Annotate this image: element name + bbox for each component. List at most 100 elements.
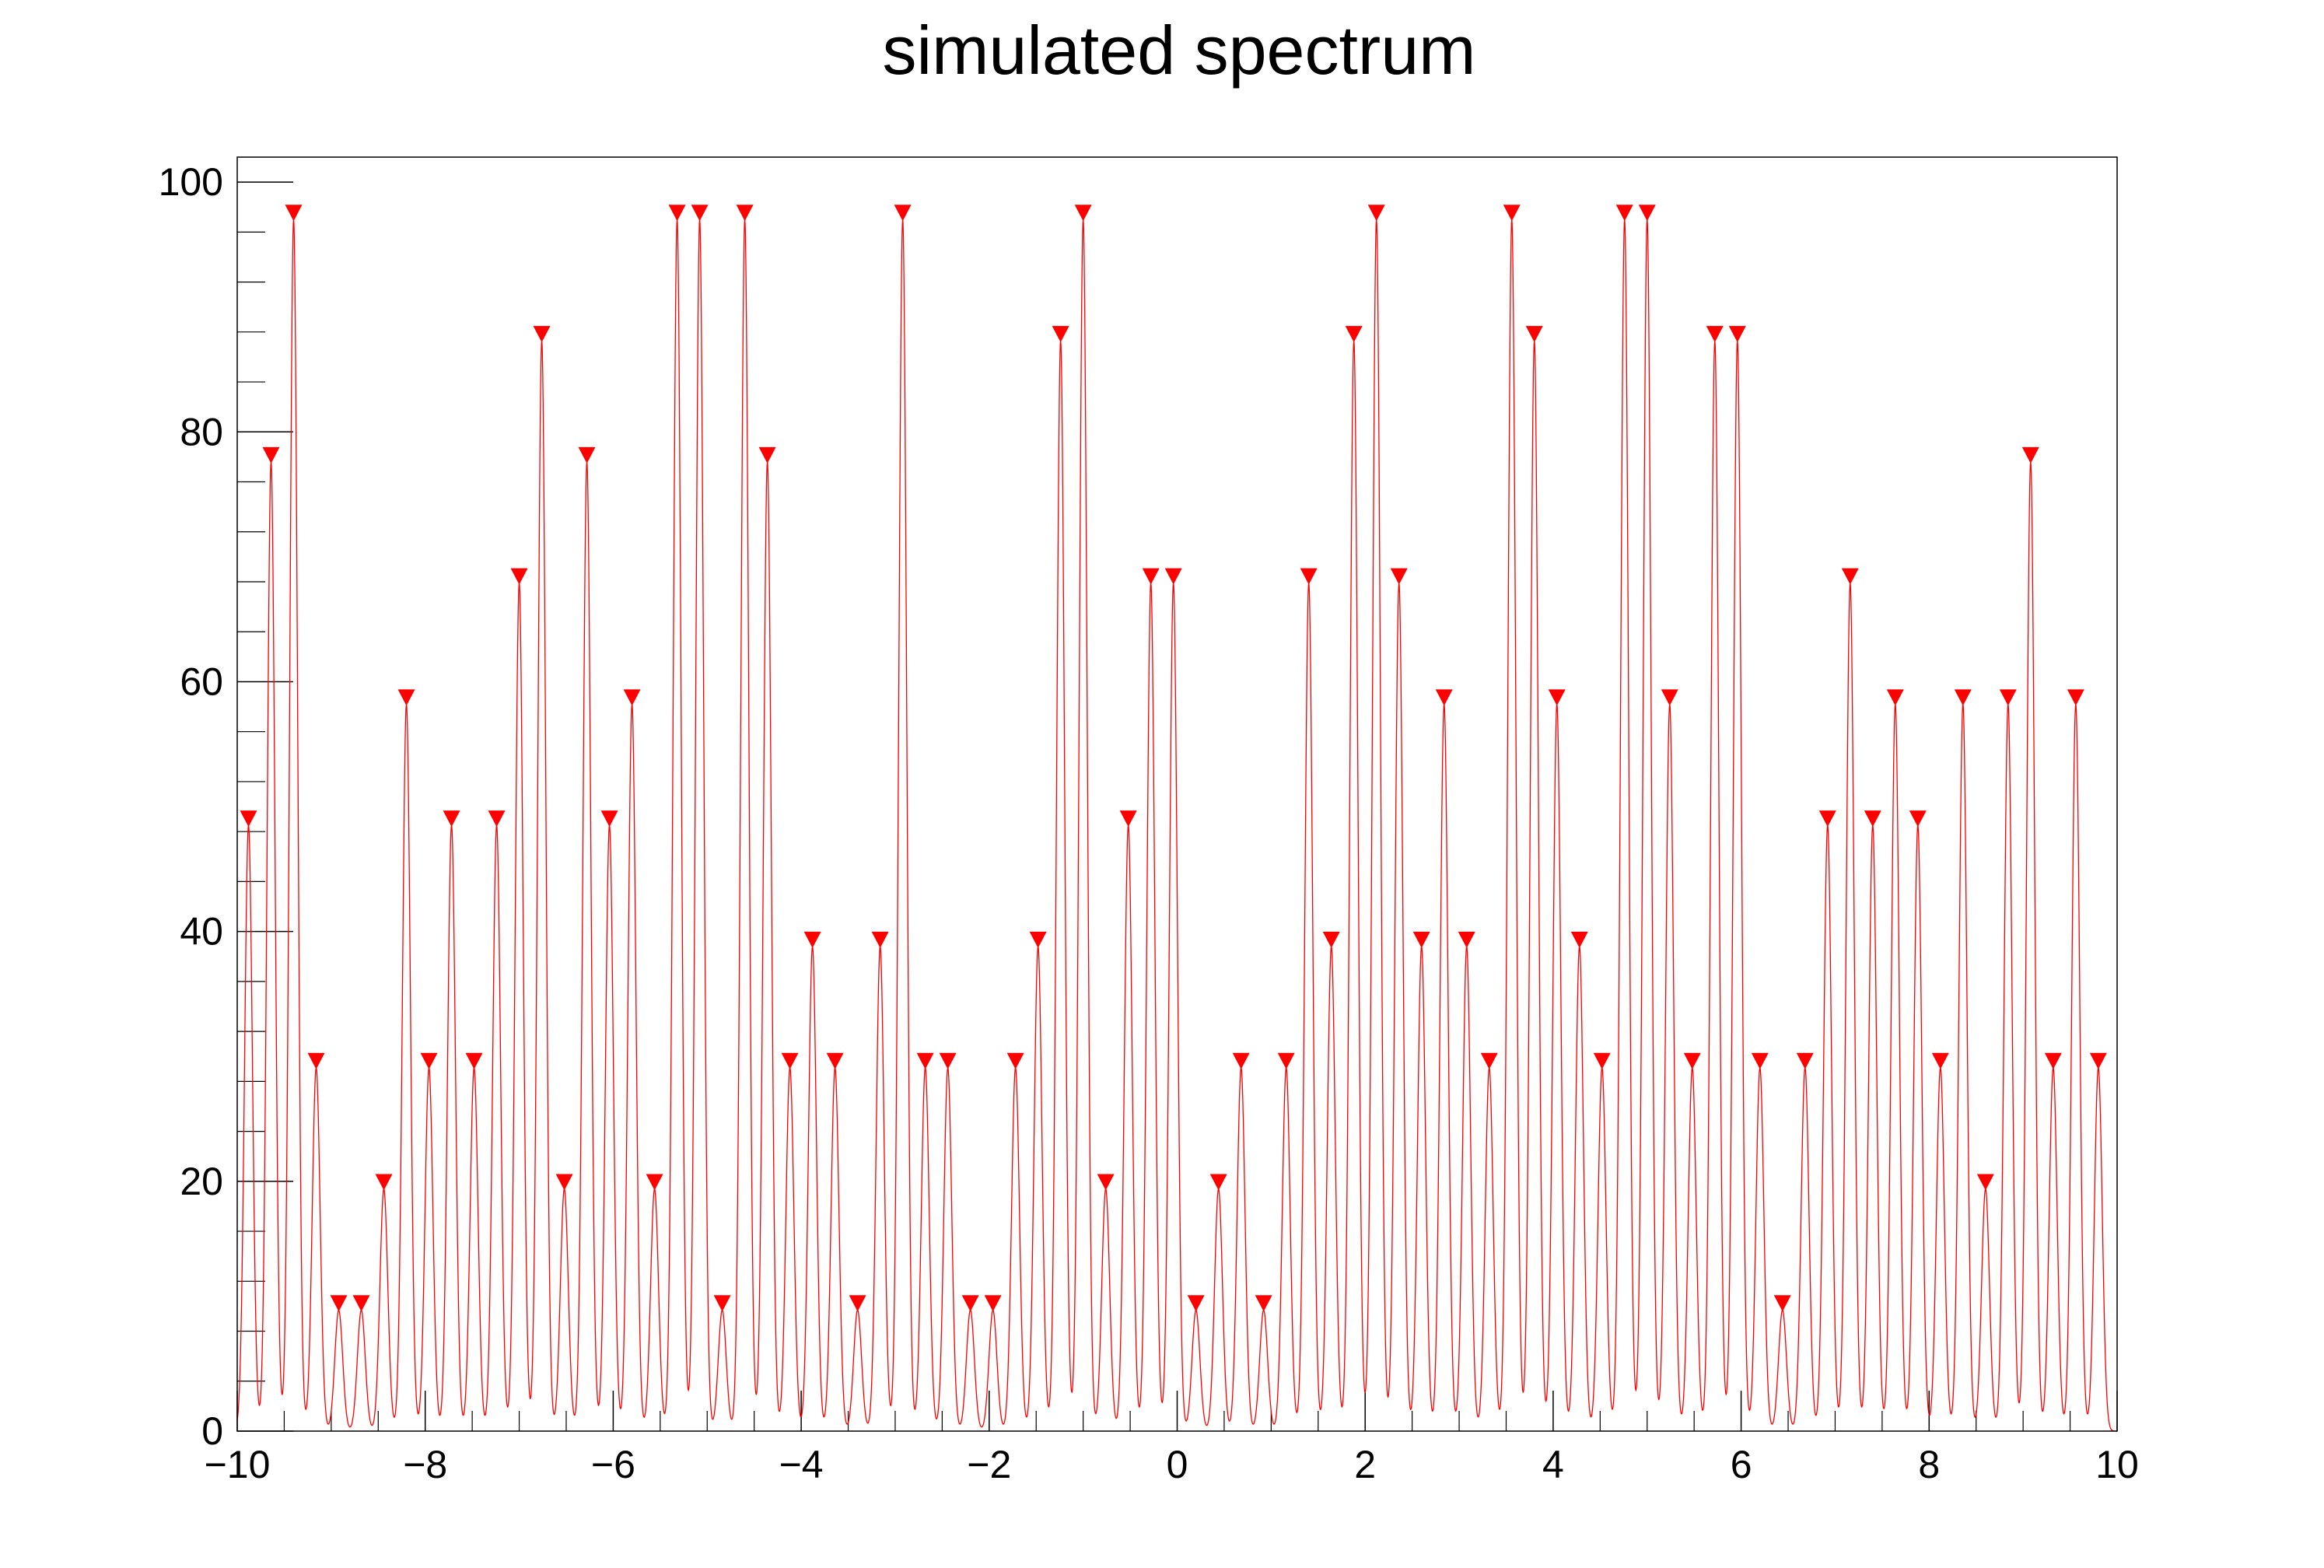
- peak-marker: [1097, 1174, 1115, 1191]
- peak-marker: [1999, 689, 2017, 706]
- peak-marker: [623, 689, 641, 706]
- peak-marker: [1751, 1052, 1769, 1069]
- peak-marker: [894, 205, 912, 222]
- peak-marker: [1954, 689, 1972, 706]
- chart-title: simulated spectrum: [883, 12, 1476, 89]
- y-axis: 0 20 40 60 80 100: [159, 160, 293, 1453]
- peak-marker: [961, 1295, 979, 1312]
- peak-marker: [600, 810, 618, 828]
- peak-marker: [1570, 931, 1588, 948]
- peak-marker: [1412, 931, 1430, 948]
- peak-marker: [578, 446, 596, 464]
- peak-marker: [443, 810, 460, 828]
- peak-marker: [1322, 931, 1340, 948]
- x-tick-label: 0: [1167, 1443, 1188, 1486]
- peak-markers: [240, 205, 2107, 1312]
- peak-marker: [1052, 326, 1069, 343]
- peak-marker: [488, 810, 506, 828]
- peak-marker: [826, 1052, 844, 1069]
- peak-marker: [1435, 689, 1453, 706]
- peak-marker: [939, 1052, 957, 1069]
- peak-marker: [330, 1295, 348, 1312]
- peak-marker: [1209, 1174, 1227, 1191]
- peak-marker: [1796, 1052, 1814, 1069]
- peak-marker: [1390, 568, 1408, 585]
- x-tick-label: −2: [967, 1443, 1011, 1486]
- y-tick-label: 40: [180, 910, 223, 954]
- peak-marker: [533, 326, 551, 343]
- peak-marker: [420, 1052, 438, 1069]
- peak-marker: [1841, 568, 1859, 585]
- y-tick-label: 60: [180, 660, 223, 703]
- peak-marker: [916, 1052, 934, 1069]
- peak-marker: [1255, 1295, 1272, 1312]
- peak-marker: [2067, 689, 2084, 706]
- peak-marker: [1886, 689, 1904, 706]
- peak-marker: [465, 1052, 483, 1069]
- peak-marker: [1074, 205, 1092, 222]
- peak-marker: [1458, 931, 1475, 948]
- peak-marker: [736, 205, 754, 222]
- peak-marker: [307, 1052, 325, 1069]
- plot-frame: [236, 156, 2118, 1432]
- y-tick-label: 20: [180, 1160, 223, 1203]
- peak-marker: [758, 446, 776, 464]
- peak-marker: [1615, 205, 1633, 222]
- x-tick-label: −4: [779, 1443, 824, 1486]
- peak-marker: [1976, 1174, 1994, 1191]
- peak-marker: [1638, 205, 1656, 222]
- peak-marker: [1187, 1295, 1205, 1312]
- peak-marker: [352, 1295, 370, 1312]
- peak-marker: [1503, 205, 1521, 222]
- x-tick-label: 8: [1918, 1443, 1940, 1486]
- peak-marker: [1029, 931, 1047, 948]
- peak-marker: [803, 931, 821, 948]
- peak-marker: [713, 1295, 731, 1312]
- x-tick-label: 4: [1542, 1443, 1564, 1486]
- peak-marker: [691, 205, 709, 222]
- peak-marker: [1864, 810, 1881, 828]
- x-tick-label: 6: [1731, 1443, 1752, 1486]
- peak-marker: [1931, 1052, 1949, 1069]
- peak-marker: [2089, 1052, 2107, 1069]
- peak-marker: [1232, 1052, 1250, 1069]
- peak-marker: [1818, 810, 1836, 828]
- peak-marker: [646, 1174, 663, 1191]
- peak-marker: [510, 568, 528, 585]
- peak-marker: [1773, 1295, 1791, 1312]
- peak-marker: [240, 810, 257, 828]
- peak-marker: [1277, 1052, 1295, 1069]
- peak-marker: [1480, 1052, 1498, 1069]
- peak-marker: [1909, 810, 1927, 828]
- peak-marker: [984, 1295, 1002, 1312]
- peak-marker: [375, 1174, 393, 1191]
- peak-marker: [1548, 689, 1566, 706]
- peak-marker: [1706, 326, 1724, 343]
- peak-marker: [1661, 689, 1678, 706]
- peak-marker: [849, 1295, 866, 1312]
- peak-marker: [555, 1174, 573, 1191]
- x-tick-label: −8: [403, 1443, 447, 1486]
- peak-marker: [1345, 326, 1363, 343]
- peak-marker: [1525, 326, 1543, 343]
- peak-marker: [262, 446, 280, 464]
- peak-marker: [2044, 1052, 2062, 1069]
- peak-marker: [1367, 205, 1385, 222]
- peak-marker: [1164, 568, 1182, 585]
- x-tick-label: −10: [205, 1443, 271, 1486]
- peak-marker: [1142, 568, 1160, 585]
- peak-marker: [1593, 1052, 1611, 1069]
- peak-marker: [871, 931, 889, 948]
- x-tick-label: 2: [1354, 1443, 1376, 1486]
- peak-marker: [1300, 568, 1318, 585]
- peak-marker: [1683, 1052, 1701, 1069]
- peak-marker: [285, 205, 303, 222]
- y-tick-label: 0: [201, 1409, 223, 1453]
- peak-marker: [1728, 326, 1746, 343]
- peak-marker: [2021, 446, 2039, 464]
- peak-marker: [397, 689, 415, 706]
- y-tick-label: 100: [159, 160, 223, 204]
- peak-marker: [1119, 810, 1137, 828]
